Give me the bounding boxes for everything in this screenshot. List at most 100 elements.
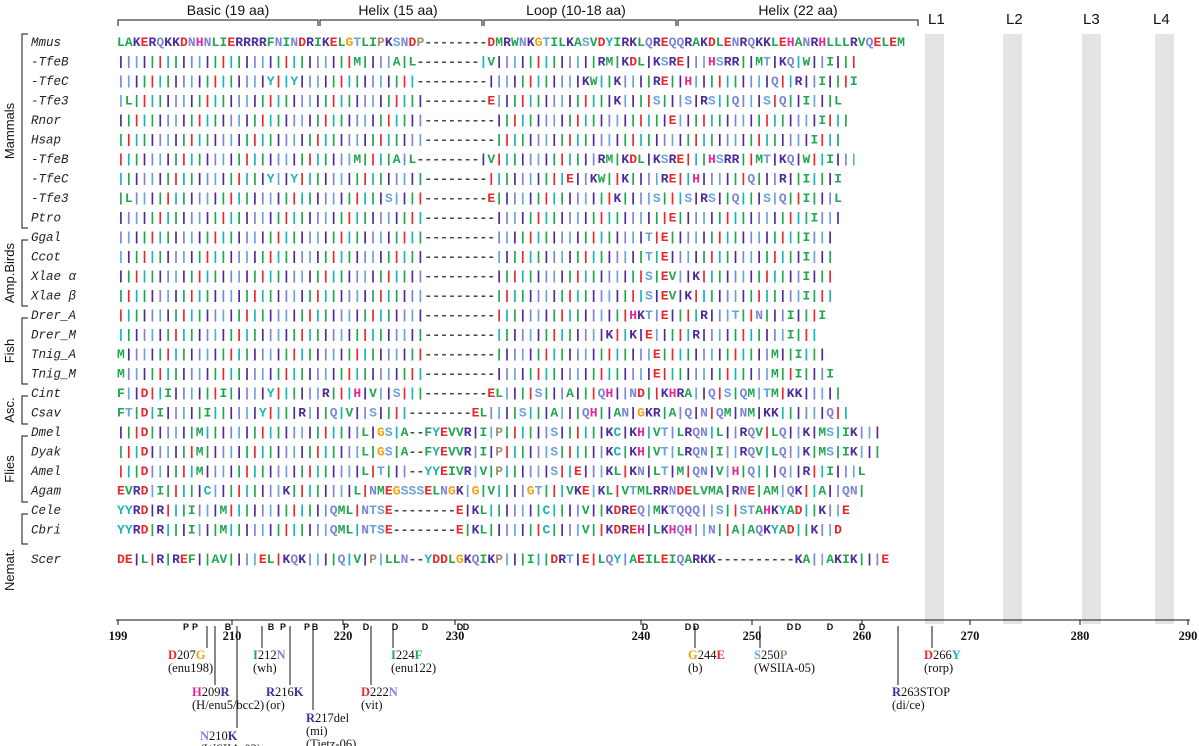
residue: | [653, 269, 661, 284]
residue: Q [692, 425, 700, 440]
residue: Q [779, 445, 787, 460]
residue: - [448, 347, 456, 362]
residue: | [385, 133, 393, 148]
residue: | [629, 94, 637, 109]
residue: | [676, 406, 684, 421]
residue: | [141, 211, 149, 226]
residue: | [543, 308, 551, 323]
residue: | [574, 552, 582, 567]
residue: | [172, 425, 180, 440]
residue: | [361, 230, 369, 245]
residue: | [227, 211, 235, 226]
residue: | [637, 191, 645, 206]
residue: H [637, 425, 645, 440]
residue: A [401, 425, 409, 440]
residue: K [661, 503, 669, 518]
residue: | [810, 230, 818, 245]
residue: | [338, 289, 346, 304]
residue: | [251, 250, 259, 265]
residue: M [606, 152, 614, 167]
residue: | [487, 406, 495, 421]
residue: | [322, 133, 330, 148]
residue: | [235, 328, 243, 343]
residue: | [511, 133, 519, 148]
residue: K [487, 552, 495, 567]
residue: | [385, 367, 393, 382]
residue: | [330, 152, 338, 167]
residue: R [692, 552, 700, 567]
residue: | [708, 367, 716, 382]
residue: - [479, 347, 487, 362]
axis-tick-label: 260 [853, 629, 872, 643]
residue: | [338, 484, 346, 499]
residue: | [826, 74, 834, 89]
group-label-mammals: Mammals [2, 102, 17, 159]
residue: | [219, 308, 227, 323]
residue: | [314, 386, 322, 401]
residue: | [243, 74, 251, 89]
residue: | [613, 289, 621, 304]
residue: Q [747, 35, 755, 50]
residue: G [637, 406, 645, 421]
residue: | [779, 250, 787, 265]
residue: | [495, 191, 503, 206]
residue: | [582, 94, 590, 109]
residue: - [487, 230, 495, 245]
residue: | [629, 113, 637, 128]
domain-mark: D [693, 622, 700, 632]
residue: - [432, 230, 440, 245]
residue: | [629, 406, 637, 421]
residue: | [676, 113, 684, 128]
residue: | [621, 347, 629, 362]
residue: | [141, 269, 149, 284]
residue: N [401, 35, 409, 50]
residue: | [535, 425, 543, 440]
residue: | [156, 230, 164, 245]
axis-tick-label: 199 [109, 629, 128, 643]
residue: E [259, 552, 267, 567]
residue: L [637, 55, 645, 70]
residue: | [409, 113, 417, 128]
residue: | [590, 191, 598, 206]
residue: | [582, 308, 590, 323]
residue: | [290, 308, 298, 323]
residue: | [645, 74, 653, 89]
residue: | [606, 250, 614, 265]
residue: | [795, 406, 803, 421]
residue: Q [747, 172, 755, 187]
residue: | [771, 464, 779, 479]
mutation-label: R263STOP [892, 685, 950, 699]
residue: | [755, 269, 763, 284]
residue: | [117, 425, 125, 440]
residue: M [353, 152, 361, 167]
residue: | [574, 367, 582, 382]
residue: | [700, 152, 708, 167]
residue: Q [290, 552, 298, 567]
residue: | [818, 386, 826, 401]
residue: | [629, 347, 637, 362]
axis-tick-label: 280 [1071, 629, 1090, 643]
residue: | [117, 113, 125, 128]
residue: | [141, 347, 149, 362]
residue: L [558, 35, 566, 50]
residue: | [156, 133, 164, 148]
residue: D [834, 523, 842, 538]
residue: | [338, 367, 346, 382]
residue: | [740, 269, 748, 284]
residue: | [535, 523, 543, 538]
residue: K [629, 35, 637, 50]
residue: | [243, 191, 251, 206]
residue: - [456, 406, 464, 421]
residue: | [267, 152, 275, 167]
residue: | [243, 55, 251, 70]
residue: P [369, 552, 377, 567]
residue: V [487, 55, 495, 70]
residue: | [156, 328, 164, 343]
residue: | [598, 406, 606, 421]
residue: | [282, 367, 290, 382]
residue: R [133, 503, 141, 518]
residue: | [141, 328, 149, 343]
residue: | [377, 386, 385, 401]
loop-band-l1 [925, 34, 944, 624]
residue: | [204, 445, 212, 460]
